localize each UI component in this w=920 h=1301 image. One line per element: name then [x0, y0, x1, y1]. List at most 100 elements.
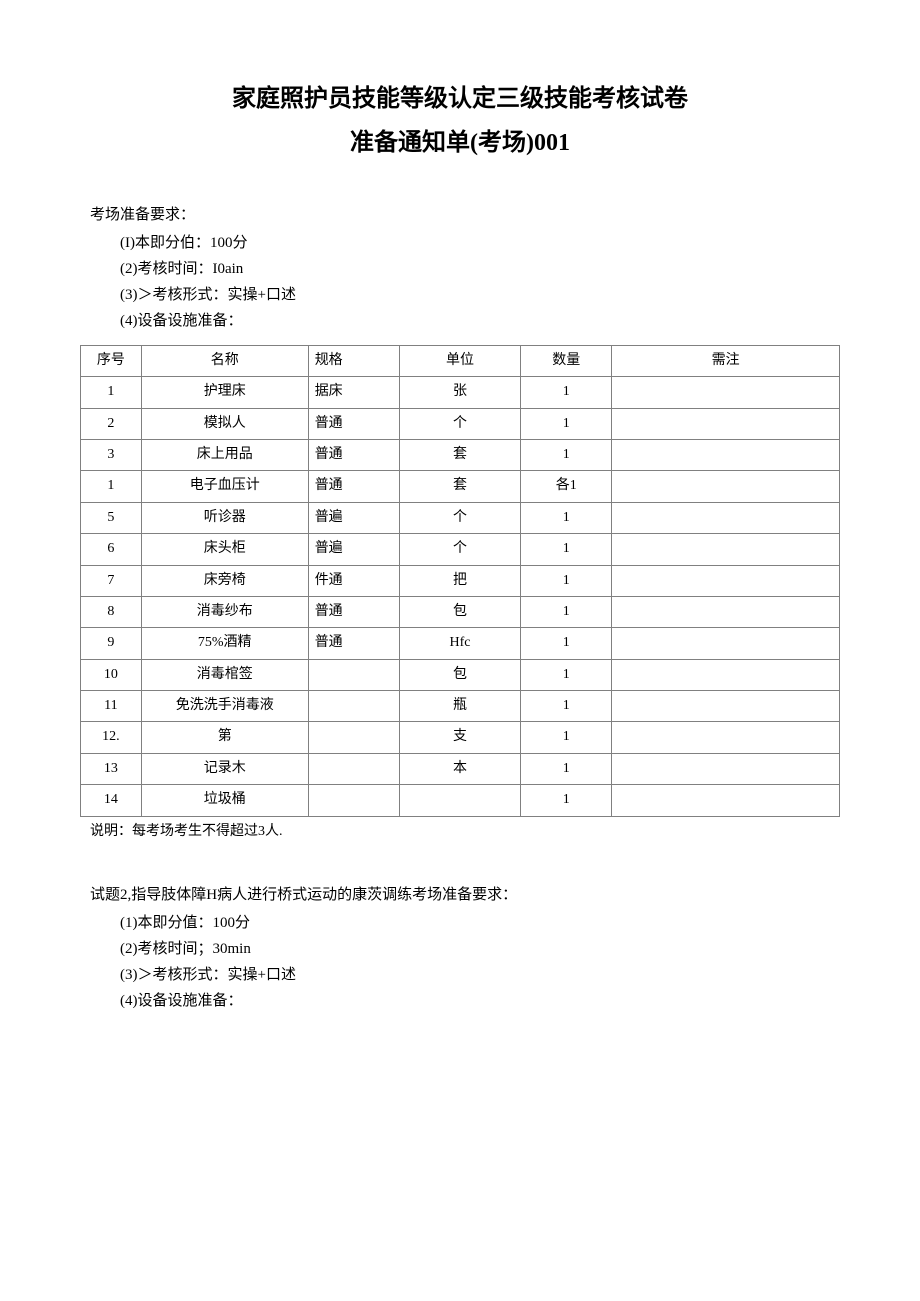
table-cell: 各1	[521, 471, 612, 502]
table-cell: 12.	[81, 722, 142, 753]
table-cell: 免洗洗手消毒液	[141, 691, 308, 722]
table-cell: 套	[399, 439, 520, 470]
table-cell: 1	[521, 502, 612, 533]
table-cell: 床旁椅	[141, 565, 308, 596]
table-cell	[308, 659, 399, 690]
section2-label: 试题2,指导肢体障H病人进行桥式运动的康茨调练考场准备要求：	[90, 883, 840, 907]
table-cell: 1	[81, 377, 142, 408]
table-cell	[308, 785, 399, 816]
table-cell: 瓶	[399, 691, 520, 722]
table-row: 10消毒棺签包1	[81, 659, 840, 690]
table-cell: 普通	[308, 408, 399, 439]
table-row: 14垃圾桶1	[81, 785, 840, 816]
table-cell	[612, 722, 840, 753]
table-cell: 1	[521, 596, 612, 627]
table-cell: 1	[521, 377, 612, 408]
table-row: 5听诊器普遍个1	[81, 502, 840, 533]
doc-subtitle: 准备通知单(考场)001	[80, 124, 840, 162]
table-cell: 包	[399, 659, 520, 690]
table-cell: 张	[399, 377, 520, 408]
table-cell: 5	[81, 502, 142, 533]
table-cell: 件通	[308, 565, 399, 596]
equipment-table: 序号 名称 规格 单位 数量 需注 1护理床据床张12模拟人普通个13床上用品普…	[80, 345, 840, 817]
table-cell	[308, 753, 399, 784]
req-item: (3)＞考核形式：实操+口述	[120, 963, 840, 987]
table-cell	[399, 785, 520, 816]
col-header: 需注	[612, 345, 840, 376]
doc-title: 家庭照护员技能等级认定三级技能考核试卷	[80, 80, 840, 118]
table-cell	[612, 785, 840, 816]
table-row: 975%酒精普通Hfc1	[81, 628, 840, 659]
table-cell	[612, 596, 840, 627]
req-item: (3)＞考核形式：实操+口述	[120, 283, 840, 307]
col-header: 序号	[81, 345, 142, 376]
table-row: 1电子血压计普通套各1	[81, 471, 840, 502]
table-cell: 第	[141, 722, 308, 753]
table-row: 7床旁椅件通把1	[81, 565, 840, 596]
table-cell: 床头柜	[141, 534, 308, 565]
col-header: 单位	[399, 345, 520, 376]
table-cell: 本	[399, 753, 520, 784]
table-cell: 个	[399, 534, 520, 565]
table-cell	[308, 691, 399, 722]
table-cell: 10	[81, 659, 142, 690]
table-cell: 把	[399, 565, 520, 596]
req-list-1: (I)本即分伯：100分 (2)考核时间：I0ain (3)＞考核形式：实操+口…	[120, 231, 840, 333]
table-cell: 套	[399, 471, 520, 502]
table-cell: 11	[81, 691, 142, 722]
table-cell: 1	[521, 439, 612, 470]
table-cell: 支	[399, 722, 520, 753]
table-row: 6床头柜普遍个1	[81, 534, 840, 565]
table-cell: Hfc	[399, 628, 520, 659]
table-cell: 包	[399, 596, 520, 627]
req-item: (4)设备设施准备：	[120, 309, 840, 333]
table-header-row: 序号 名称 规格 单位 数量 需注	[81, 345, 840, 376]
table-cell: 据床	[308, 377, 399, 408]
table-cell: 个	[399, 502, 520, 533]
table-cell	[612, 691, 840, 722]
table-cell: 1	[521, 691, 612, 722]
table-cell: 普通	[308, 628, 399, 659]
table-cell	[612, 753, 840, 784]
table-cell: 9	[81, 628, 142, 659]
req-item: (2)考核时间；30min	[120, 937, 840, 961]
table-row: 8消毒纱布普通包1	[81, 596, 840, 627]
col-header: 名称	[141, 345, 308, 376]
table-cell: 普通	[308, 471, 399, 502]
col-header: 数量	[521, 345, 612, 376]
table-body: 1护理床据床张12模拟人普通个13床上用品普通套11电子血压计普通套各15听诊器…	[81, 377, 840, 816]
prep-label: 考场准备要求：	[90, 203, 840, 227]
table-cell: 普通	[308, 596, 399, 627]
table-cell	[612, 628, 840, 659]
table-cell: 6	[81, 534, 142, 565]
table-cell	[612, 534, 840, 565]
table-cell: 1	[521, 785, 612, 816]
table-cell: 普通	[308, 439, 399, 470]
table-cell	[612, 471, 840, 502]
req-list-2: (1)本即分值：100分 (2)考核时间；30min (3)＞考核形式：实操+口…	[120, 911, 840, 1013]
table-cell: 个	[399, 408, 520, 439]
req-item: (4)设备设施准备：	[120, 989, 840, 1013]
table-cell: 消毒纱布	[141, 596, 308, 627]
table-cell	[612, 377, 840, 408]
table-row: 3床上用品普通套1	[81, 439, 840, 470]
table-cell: 13	[81, 753, 142, 784]
table-row: 13记录木本1	[81, 753, 840, 784]
table-cell: 1	[521, 753, 612, 784]
table-cell: 1	[521, 722, 612, 753]
table-cell: 1	[81, 471, 142, 502]
table-cell	[612, 502, 840, 533]
col-header: 规格	[308, 345, 399, 376]
table-cell: 7	[81, 565, 142, 596]
req-item: (1)本即分值：100分	[120, 911, 840, 935]
table-cell: 1	[521, 628, 612, 659]
table-cell: 1	[521, 534, 612, 565]
table-cell: 听诊器	[141, 502, 308, 533]
table-cell: 消毒棺签	[141, 659, 308, 690]
table-cell: 模拟人	[141, 408, 308, 439]
table-row: 1护理床据床张1	[81, 377, 840, 408]
table-cell: 14	[81, 785, 142, 816]
table-cell: 2	[81, 408, 142, 439]
table-cell	[612, 565, 840, 596]
table-cell: 1	[521, 565, 612, 596]
